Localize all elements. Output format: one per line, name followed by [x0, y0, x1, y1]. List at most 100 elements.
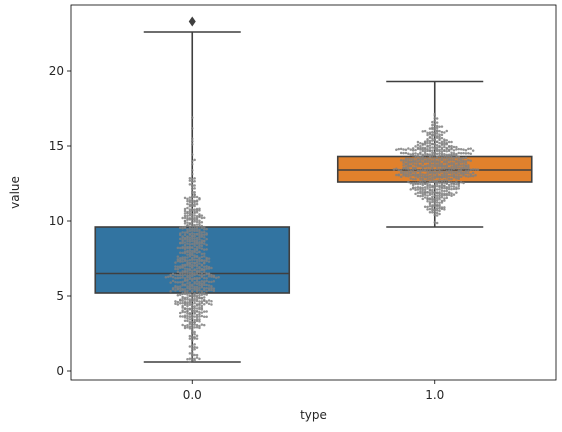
swarm-point: [193, 158, 196, 162]
swarm-point: [176, 246, 180, 250]
swarm-point: [205, 276, 208, 280]
swarm-point: [210, 300, 213, 303]
swarm-point: [433, 138, 436, 141]
swarm-point: [179, 287, 182, 290]
swarm-point: [195, 227, 199, 230]
swarm-point: [443, 149, 446, 153]
y-tick-label: 10: [49, 214, 64, 228]
swarm-point: [433, 122, 436, 125]
swarm-point: [183, 226, 187, 230]
swarm-point: [203, 315, 206, 319]
swarm-point: [428, 165, 432, 168]
swarm-point: [181, 245, 184, 249]
swarm-point: [193, 214, 196, 217]
swarm-point: [195, 263, 199, 266]
swarm-point: [198, 244, 201, 248]
swarm-point: [193, 318, 196, 322]
swarm-point: [428, 193, 432, 196]
swarm-point: [198, 221, 201, 225]
swarm-point: [411, 166, 415, 170]
swarm-point: [191, 323, 194, 326]
swarm-point: [174, 284, 177, 288]
swarm-point: [198, 312, 201, 316]
swarm-point: [433, 176, 436, 180]
swarm-point: [402, 151, 405, 155]
swarm-point: [198, 357, 201, 361]
swarm-point: [440, 147, 444, 151]
swarm-point: [416, 146, 420, 149]
swarm-point: [198, 315, 201, 318]
swarm-point: [188, 337, 192, 340]
swarm-point: [411, 163, 415, 166]
swarm-point: [195, 317, 199, 321]
swarm-point: [431, 190, 434, 194]
swarm-point: [195, 288, 199, 292]
swarm-point: [462, 156, 465, 160]
swarm-point: [193, 277, 196, 281]
swarm-point: [421, 183, 424, 187]
swarm-point: [419, 164, 422, 167]
swarm-point: [181, 271, 184, 275]
swarm-point: [203, 270, 206, 274]
swarm-point: [191, 116, 194, 119]
swarm-point: [191, 325, 194, 328]
swarm-point: [203, 252, 206, 256]
swarm-point: [198, 197, 201, 201]
swarm-point: [467, 158, 470, 162]
swarm-point: [200, 272, 204, 275]
swarm-point: [445, 159, 448, 163]
swarm-point: [191, 180, 194, 183]
swarm-point: [188, 232, 192, 236]
swarm-point: [203, 230, 206, 234]
swarm-point: [440, 130, 444, 134]
swarm-point: [179, 273, 182, 277]
swarm-point: [445, 170, 448, 173]
swarm-point: [435, 209, 439, 212]
swarm-point: [191, 200, 194, 204]
swarm-point: [435, 143, 439, 147]
swarm-point: [193, 242, 196, 246]
swarm-point: [438, 205, 441, 208]
swarm-point: [200, 293, 204, 296]
swarm-point: [174, 267, 177, 271]
swarm-point: [191, 317, 194, 320]
swarm-point: [397, 147, 400, 151]
swarm-point: [435, 182, 439, 186]
swarm-point: [176, 274, 180, 277]
swarm-point: [440, 207, 444, 211]
swarm-point: [447, 169, 451, 173]
swarm-point: [428, 132, 432, 136]
swarm-point: [435, 132, 439, 135]
swarm-point: [191, 351, 194, 355]
swarm-point: [183, 256, 187, 259]
swarm-point: [395, 173, 398, 177]
swarm-point: [428, 141, 432, 145]
swarm-point: [191, 335, 194, 338]
swarm-point: [419, 194, 422, 198]
swarm-point: [399, 151, 403, 155]
swarm-point: [210, 284, 213, 288]
swarm-point: [445, 129, 448, 133]
swarm-point: [174, 276, 177, 280]
swarm-point: [464, 174, 468, 178]
swarm-point: [181, 270, 184, 273]
swarm-point: [428, 158, 432, 162]
swarm-point: [433, 161, 436, 164]
swarm-point: [438, 152, 441, 156]
swarm-point: [404, 148, 408, 151]
swarm-point: [414, 167, 417, 171]
swarm-point: [438, 188, 441, 191]
swarm-point: [203, 296, 206, 299]
swarm-point: [464, 152, 468, 155]
swarm-point: [440, 125, 444, 128]
swarm-point: [195, 280, 199, 283]
swarm-point: [455, 186, 458, 189]
swarm-point: [440, 152, 444, 155]
swarm-point: [428, 153, 432, 156]
swarm-point: [447, 162, 451, 166]
swarm-point: [207, 288, 211, 292]
swarm-point: [188, 227, 192, 230]
outlier-point: [188, 16, 196, 27]
swarm-point: [210, 286, 213, 290]
swarm-point: [193, 229, 196, 233]
